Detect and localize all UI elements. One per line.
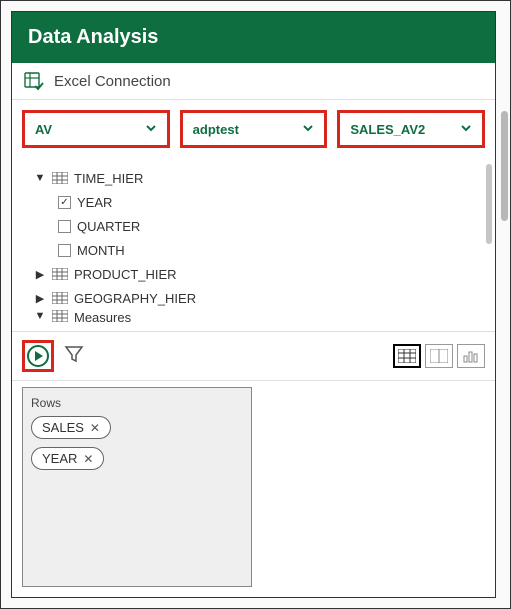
tree-node-label: GEOGRAPHY_HIER bbox=[74, 291, 196, 306]
expand-icon[interactable]: ▶ bbox=[34, 292, 46, 305]
chip-year[interactable]: YEAR ✕ bbox=[31, 447, 104, 470]
tree-node-label: TIME_HIER bbox=[74, 171, 143, 186]
hierarchy-icon bbox=[52, 172, 68, 184]
tree-leaf-label: MONTH bbox=[77, 243, 125, 258]
selector-row: AV adptest SALES_AV2 bbox=[12, 100, 495, 156]
rows-title: Rows bbox=[31, 396, 243, 410]
selector-schema[interactable]: adptest bbox=[180, 110, 328, 148]
tree-leaf-quarter[interactable]: QUARTER bbox=[34, 214, 487, 238]
measures-icon bbox=[52, 310, 68, 322]
play-icon bbox=[35, 351, 43, 361]
tree-leaf-month[interactable]: MONTH bbox=[34, 238, 487, 262]
chip-label: SALES bbox=[42, 420, 84, 435]
connection-row[interactable]: Excel Connection bbox=[12, 63, 495, 100]
chart-view-button[interactable] bbox=[457, 344, 485, 368]
table-view-icon bbox=[398, 349, 416, 363]
selector-schema-value: adptest bbox=[193, 122, 239, 137]
chip-sales[interactable]: SALES ✕ bbox=[31, 416, 111, 439]
spreadsheet-check-icon bbox=[24, 71, 44, 91]
data-analysis-panel: Data Analysis Excel Connection AV bbox=[11, 11, 496, 598]
selector-object[interactable]: SALES_AV2 bbox=[337, 110, 485, 148]
selector-type-value: AV bbox=[35, 122, 52, 137]
outer-scrollbar[interactable] bbox=[501, 71, 508, 571]
chevron-down-icon bbox=[460, 122, 472, 137]
tree-scrollbar[interactable] bbox=[486, 164, 492, 314]
chip-label: YEAR bbox=[42, 451, 77, 466]
close-icon[interactable]: ✕ bbox=[90, 421, 100, 435]
hierarchy-icon bbox=[52, 292, 68, 304]
table-view-button[interactable] bbox=[393, 344, 421, 368]
panel-title: Data Analysis bbox=[28, 26, 158, 48]
close-icon[interactable]: ✕ bbox=[83, 452, 93, 466]
run-button-highlight bbox=[22, 340, 54, 372]
tree-leaf-label: YEAR bbox=[77, 195, 112, 210]
checkbox-checked-icon[interactable] bbox=[58, 196, 71, 209]
tree-node-product-hier[interactable]: ▶ PRODUCT_HIER bbox=[34, 262, 487, 286]
tree-node-time-hier[interactable]: ▼ TIME_HIER bbox=[34, 166, 487, 190]
tree-node-label: PRODUCT_HIER bbox=[74, 267, 177, 282]
tree-leaf-year[interactable]: YEAR bbox=[34, 190, 487, 214]
tree-node-geography-hier[interactable]: ▶ GEOGRAPHY_HIER bbox=[34, 286, 487, 310]
chevron-down-icon bbox=[145, 122, 157, 137]
tree-node-measures[interactable]: ▼ Measures bbox=[34, 310, 487, 324]
selector-object-value: SALES_AV2 bbox=[350, 122, 425, 137]
collapse-icon[interactable]: ▼ bbox=[34, 310, 46, 322]
tree-node-label: Measures bbox=[74, 310, 131, 324]
chart-view-icon bbox=[462, 349, 480, 363]
split-view-icon bbox=[430, 349, 448, 363]
query-toolbar bbox=[12, 332, 495, 381]
connection-label: Excel Connection bbox=[54, 73, 171, 90]
chevron-down-icon bbox=[302, 122, 314, 137]
view-switcher bbox=[393, 344, 485, 368]
expand-icon[interactable]: ▶ bbox=[34, 268, 46, 281]
tree-leaf-label: QUARTER bbox=[77, 219, 140, 234]
collapse-icon[interactable]: ▼ bbox=[34, 172, 46, 184]
run-button[interactable] bbox=[27, 345, 49, 367]
tree-scrollbar-thumb[interactable] bbox=[486, 164, 492, 244]
split-view-button[interactable] bbox=[425, 344, 453, 368]
hierarchy-icon bbox=[52, 268, 68, 280]
rows-drop-zone[interactable]: Rows SALES ✕ YEAR ✕ bbox=[22, 387, 252, 587]
hierarchy-tree: ▼ TIME_HIER YEAR QUARTER MONTH ▶ bbox=[12, 156, 495, 332]
filter-button[interactable] bbox=[64, 344, 84, 369]
checkbox-icon[interactable] bbox=[58, 244, 71, 257]
checkbox-icon[interactable] bbox=[58, 220, 71, 233]
panel-header: Data Analysis bbox=[12, 12, 495, 63]
selector-type[interactable]: AV bbox=[22, 110, 170, 148]
outer-scrollbar-thumb[interactable] bbox=[501, 111, 508, 221]
